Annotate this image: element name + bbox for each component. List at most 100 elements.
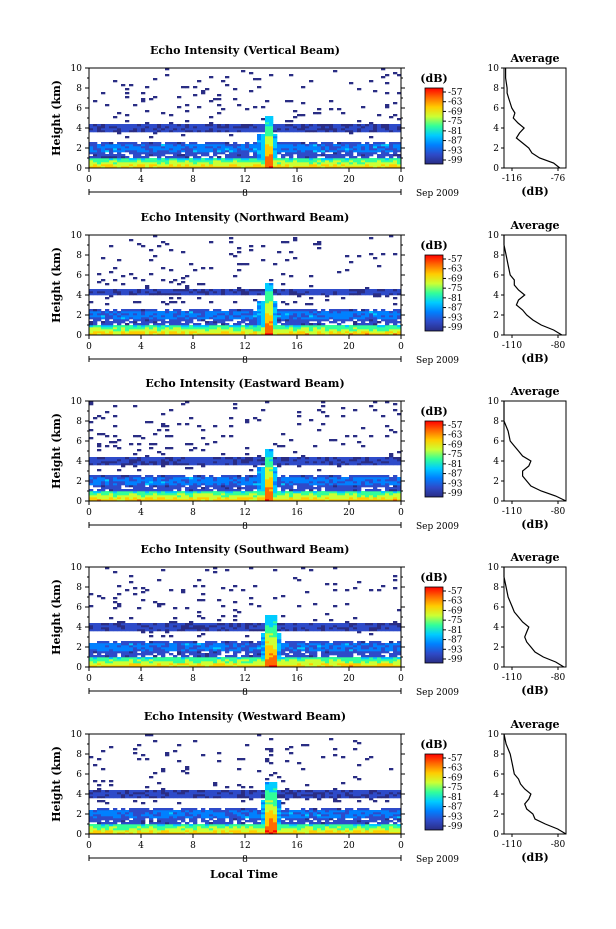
heatmap-cell [309, 291, 314, 294]
heatmap-cell [313, 333, 318, 336]
heatmap-cell [309, 166, 314, 169]
heatmap-cell [93, 152, 98, 155]
heatmap-cell [293, 237, 298, 240]
heatmap-cell [393, 479, 398, 482]
heatmap-cell [265, 136, 270, 139]
heatmap-cell [129, 148, 134, 151]
heatmap-cell [369, 291, 374, 294]
heatmap-cell [253, 331, 258, 334]
heatmap-cell [177, 297, 182, 300]
heatmap-cell [217, 156, 222, 159]
heatmap-cell [101, 489, 106, 492]
heatmap-cell [189, 623, 194, 626]
heatmap-cell [117, 130, 122, 133]
heatmap-cell [161, 150, 166, 153]
heatmap-cell [313, 311, 318, 314]
heatmap-cell [353, 158, 358, 161]
heatmap-cell [317, 158, 322, 161]
heatmap-cell [329, 130, 334, 133]
heatmap-cell [333, 291, 338, 294]
heatmap-cell [361, 166, 366, 169]
heatmap-cell [157, 641, 162, 644]
heatmap-cell [321, 162, 326, 165]
heatmap-cell [285, 317, 290, 320]
heatmap-cell [361, 477, 366, 480]
heatmap-cell [329, 311, 334, 314]
profile-x-label: (dB) [521, 185, 548, 198]
heatmap-cell [133, 327, 138, 330]
heatmap-cell [221, 491, 226, 494]
heatmap-cell [121, 483, 126, 486]
heatmap-cell [101, 487, 106, 490]
heatmap-cell [261, 323, 266, 326]
heatmap-cell [189, 487, 194, 490]
heatmap-cell [165, 665, 170, 668]
heatmap-cell [153, 655, 158, 658]
heatmap-cell [233, 146, 238, 149]
heatmap-cell [153, 433, 158, 436]
heatmap-cell [349, 479, 354, 482]
heatmap-cell [309, 315, 314, 318]
heatmap-cell [369, 325, 374, 328]
heatmap-cell [145, 477, 150, 480]
x-tick-label: 20 [343, 342, 355, 352]
heatmap-cell [145, 651, 150, 654]
heatmap-cell [141, 461, 146, 464]
heatmap-cell [349, 132, 354, 135]
heatmap-cell [149, 136, 154, 139]
heatmap-cell [169, 649, 174, 652]
heatmap-cell [129, 661, 134, 664]
heatmap-cell [269, 471, 274, 474]
heatmap-cell [309, 144, 314, 147]
heatmap-cell [297, 126, 302, 129]
heatmap-cell [181, 148, 186, 151]
heatmap-cell [269, 329, 274, 332]
heatmap-cell [109, 645, 114, 648]
heatmap-cell [221, 130, 226, 133]
heatmap-cell [317, 461, 322, 464]
heatmap-cell [97, 166, 102, 169]
heatmap-cell [353, 325, 358, 328]
heatmap-cell [185, 655, 190, 658]
heatmap-cell [181, 665, 186, 668]
heatmap-cell [233, 407, 238, 410]
heatmap-cell [149, 461, 154, 464]
heatmap-cell [249, 459, 254, 462]
heatmap-cell [129, 483, 134, 486]
heatmap-cell [161, 603, 166, 606]
heatmap-cell [297, 325, 302, 328]
heatmap-cell [305, 289, 310, 292]
heatmap-cell [213, 329, 218, 332]
heatmap-cell [141, 591, 146, 594]
heatmap-cell [145, 483, 150, 486]
heatmap-cell [213, 479, 218, 482]
heatmap-cell [205, 309, 210, 312]
heatmap-cell [297, 309, 302, 312]
heatmap-cell [345, 485, 350, 488]
heatmap-cell [165, 126, 170, 129]
heatmap-cell [329, 489, 334, 492]
heatmap-cell [297, 289, 302, 292]
y-tick-label: 0 [76, 331, 82, 341]
heatmap-cell [325, 142, 330, 145]
heatmap-cell [213, 321, 218, 324]
heatmap-cell [101, 481, 106, 484]
heatmap-cell [385, 295, 390, 298]
heatmap-cell [109, 124, 114, 127]
heatmap-cell [313, 459, 318, 462]
heatmap-cell [261, 463, 266, 466]
heatmap-cell [173, 327, 178, 330]
heatmap-cell [193, 665, 198, 668]
heatmap-cell [189, 479, 194, 482]
heatmap-cell [381, 126, 386, 129]
heatmap-cell [337, 128, 342, 131]
heatmap [89, 567, 402, 668]
heatmap-cell [297, 315, 302, 318]
heatmap-cell [389, 319, 394, 322]
heatmap-cell [137, 126, 142, 129]
heatmap-cell [93, 154, 98, 157]
heatmap-cell [93, 309, 98, 312]
heatmap-cell [177, 481, 182, 484]
heatmap-cell [193, 269, 198, 272]
heatmap-cell [261, 311, 266, 314]
